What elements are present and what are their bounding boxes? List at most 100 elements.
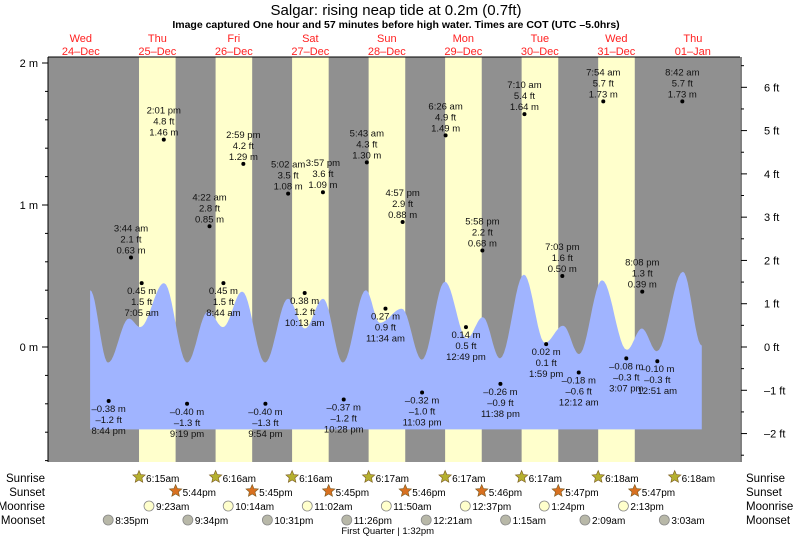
sunset-time: 5:45pm — [336, 488, 369, 499]
tide-time: 4:22 am — [192, 192, 226, 203]
sunset-label-left: Sunset — [9, 487, 46, 499]
sunrise-time: 6:15am — [146, 474, 179, 485]
tide-ft: 5.7 ft — [593, 78, 614, 89]
sunset-time: 5:46pm — [489, 488, 522, 499]
moonset-time: 12:21am — [433, 516, 472, 527]
moonset-time: 1:15am — [513, 516, 546, 527]
tide-ft: 0.9 ft — [375, 323, 396, 334]
right-axis-label: 3 ft — [764, 212, 779, 224]
high-tide-label: 8:42 am5.7 ft1.73 m — [665, 67, 700, 104]
tide-m: 1.08 m — [274, 182, 303, 193]
tide-m: 0.14 m — [451, 330, 480, 341]
tide-m: –0.40 m — [248, 407, 282, 418]
day-label-dow: Mon — [453, 33, 474, 45]
sunrise-label-right: Sunrise — [746, 473, 785, 485]
tide-ft: 3.5 ft — [278, 171, 299, 182]
tide-m: 0.39 m — [628, 280, 657, 291]
tide-point — [480, 248, 485, 253]
tide-point — [185, 401, 190, 406]
sunrise-label-left: Sunrise — [6, 473, 45, 485]
moonset-time: 11:26pm — [354, 516, 392, 527]
tide-ft: 2.2 ft — [472, 227, 493, 238]
tide-point — [655, 359, 660, 364]
moonrise-icon — [380, 500, 392, 512]
sunrise-time: 6:18am — [682, 474, 715, 485]
tide-point — [420, 390, 425, 395]
tide-point — [383, 306, 388, 311]
tide-point — [364, 160, 369, 165]
sunset-icon — [551, 483, 566, 497]
low-tide-label: –0.08 m–0.3 ft3:07 pm — [609, 356, 644, 394]
tide-ft: 4.8 ft — [153, 117, 174, 128]
left-axis-label: 0 m — [20, 342, 38, 354]
moonrise-icon — [538, 500, 550, 512]
tide-point — [128, 255, 133, 260]
moonrise-time: 2:13pm — [630, 502, 663, 513]
tide-m: 0.45 m — [209, 286, 238, 297]
tide-m: 1.73 m — [668, 89, 697, 100]
sunset-time: 5:47pm — [642, 488, 675, 499]
tide-m: –0.38 m — [92, 404, 126, 415]
tide-m: 1.29 m — [229, 152, 258, 163]
tide-ft: 2.1 ft — [120, 235, 141, 246]
moonrise-time: 11:50am — [393, 502, 431, 513]
sunrise-icon — [514, 469, 529, 483]
day-label-dow: Wed — [605, 33, 627, 45]
moonset-row: Moonset Moonset 8:35pm 9:34pm 10:31pm 11:26pm… — [1, 514, 791, 527]
tide-ft: 0.1 ft — [536, 358, 557, 369]
tide-time: 3:57 pm — [306, 158, 340, 169]
sunrise-icon — [361, 469, 376, 483]
high-tide-label: 2:01 pm4.8 ft1.46 m — [147, 106, 181, 142]
tide-ft: 4.2 ft — [233, 141, 254, 152]
tide-time: 7:05 am — [125, 308, 159, 319]
tide-m: –0.40 m — [170, 407, 204, 418]
tide-ft: 1.5 ft — [131, 297, 152, 308]
tide-ft: 3.6 ft — [312, 169, 333, 180]
moonrise-icon — [143, 500, 155, 512]
tide-m: 0.27 m — [371, 312, 400, 323]
day-label-dow: Thu — [148, 33, 167, 45]
tide-ft: 0.5 ft — [455, 341, 476, 352]
low-tide-label: 0.45 m1.5 ft8:44 am — [206, 281, 241, 319]
sunrise-time: 6:18am — [605, 474, 638, 485]
tide-time: 5:02 am — [271, 160, 305, 171]
day-label-dow: Sat — [302, 33, 319, 45]
sunset-time: 5:45pm — [259, 488, 292, 499]
sunrise-time: 6:17am — [529, 474, 562, 485]
moonset-time: 10:31pm — [274, 516, 313, 527]
tide-ft: –1.3 ft — [252, 418, 279, 429]
moonrise-time: 11:02am — [314, 502, 352, 513]
moonset-icon — [500, 514, 511, 526]
tide-point — [576, 370, 581, 375]
moon-phase-label: First Quarter | 1:32pm — [341, 526, 434, 537]
tide-ft: 1.5 ft — [213, 297, 234, 308]
right-axis-label: 0 ft — [764, 342, 779, 354]
axes: 2 m 1 m 0 m 6 ft 5 ft 4 ft 3 ft 2 ft 1 ft 0 ft –1 … — [20, 56, 785, 462]
moonrise-time: 1:24pm — [551, 502, 584, 513]
tide-time: 12:51 am — [637, 386, 677, 397]
right-axis-label: 1 ft — [764, 299, 779, 311]
sunrise-time: 6:16am — [299, 474, 332, 485]
tide-time: 3:07 pm — [609, 383, 643, 394]
tide-time: 9:54 pm — [248, 429, 282, 440]
day-label-dow: Wed — [70, 33, 92, 45]
low-tide-label: –0.40 m–1.3 ft9:54 pm — [248, 401, 283, 440]
day-labels: Wed24–DecThu25–DecFri26–DecSat27–DecSun2… — [62, 33, 711, 58]
moonset-icon — [102, 514, 114, 526]
right-axis-label: 6 ft — [764, 82, 779, 94]
plot-area — [48, 57, 740, 462]
sunset-row: Sunset Sunset 5:44pm 5:45pm 5:45pm 5:46pm 5:46… — [9, 483, 783, 499]
day-label-date: 26–Dec — [215, 46, 253, 58]
high-tide-label: 4:22 am2.8 ft0.85 m — [192, 192, 227, 229]
moonset-icon — [341, 514, 353, 526]
moonrise-icon — [459, 500, 471, 512]
day-label-date: 28–Dec — [368, 46, 406, 58]
tide-time: 8:08 pm — [625, 258, 659, 269]
tide-point — [443, 133, 448, 138]
sunrise-time: 6:16am — [223, 474, 256, 485]
